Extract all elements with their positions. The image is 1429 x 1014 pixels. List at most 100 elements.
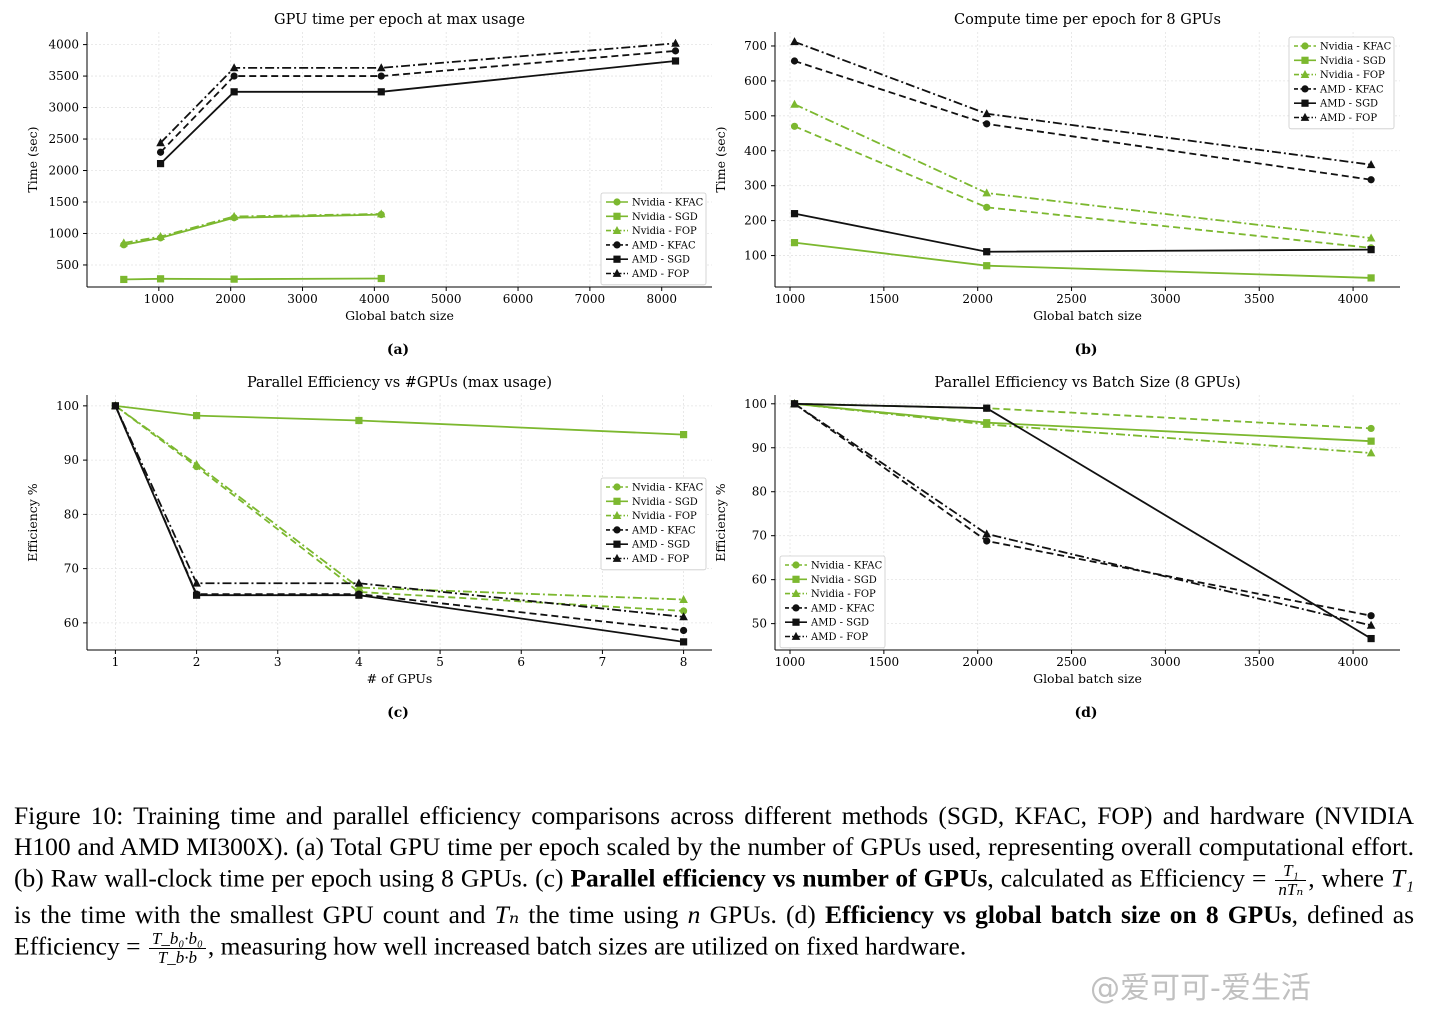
data-point — [230, 275, 238, 283]
data-point — [790, 99, 799, 108]
caption-bold-2: Efficiency vs global batch size on 8 GPU… — [824, 900, 1292, 929]
legend-label: AMD - SGD — [810, 618, 869, 629]
y-tick-label: 1500 — [48, 195, 79, 209]
data-point — [982, 419, 992, 428]
figure-caption: Figure 10: Training time and parallel ef… — [14, 800, 1414, 967]
formula-2-denominator: T_b·b — [157, 948, 197, 967]
data-point — [1367, 274, 1375, 282]
data-point — [790, 210, 799, 218]
legend-marker — [613, 540, 621, 548]
x-tick-label: 1 — [112, 655, 120, 669]
legend-label: Nvidia - KFAC — [1320, 42, 1392, 53]
legend-label: AMD - SGD — [631, 540, 690, 551]
legend-label: AMD - KFAC — [810, 603, 875, 614]
series-line — [794, 402, 1372, 430]
data-point — [377, 88, 385, 96]
y-tick-label: 500 — [56, 258, 79, 272]
chart-title: GPU time per epoch at max usage — [274, 12, 525, 28]
formula-2-numerator: T_b₀·b₀ — [148, 930, 206, 949]
legend-marker — [613, 241, 621, 249]
series-line — [794, 402, 1372, 454]
y-tick-label: 50 — [752, 617, 767, 631]
caption-text-8: , measuring how well increased batch siz… — [207, 931, 967, 961]
data-point — [679, 612, 688, 621]
y-axis-label: Efficiency % — [25, 483, 40, 561]
series-line — [115, 404, 684, 436]
data-point — [1367, 424, 1375, 433]
y-tick-label: 2000 — [48, 164, 79, 178]
data-point — [229, 211, 239, 220]
x-tick-label: 4000 — [359, 292, 390, 306]
caption-text-7: , defined as Efficiency = — [14, 900, 1415, 961]
legend-marker — [613, 483, 621, 491]
y-tick-label: 600 — [744, 74, 767, 88]
y-tick-label: 300 — [744, 179, 767, 193]
caption-bold-1: Parallel efficiency vs number of GPUs — [570, 863, 988, 893]
data-point — [983, 120, 991, 128]
y-tick-label: 200 — [744, 214, 767, 228]
x-tick-label: 1500 — [869, 655, 900, 669]
series-line — [114, 405, 684, 643]
legend-marker — [792, 618, 800, 626]
series-line — [159, 49, 676, 153]
series-line — [794, 103, 1372, 239]
efficiency-formula-2: T_b₀·b₀ T_b·b — [148, 930, 206, 967]
figure-charts: 1000 2000 3000 4000 5000 6000 7000 800050010001… — [25, 12, 1400, 721]
y-tick-label: 70 — [64, 562, 79, 576]
x-tick-label: 1000 — [775, 292, 806, 306]
data-point — [156, 275, 165, 283]
x-tick-label: 2000 — [215, 292, 246, 306]
data-point — [229, 63, 239, 72]
legend-marker — [612, 226, 622, 234]
subfigure-label: (d) — [1074, 705, 1097, 721]
x-tick-label: 6 — [517, 655, 525, 669]
legend-marker — [612, 511, 622, 519]
legend-label: AMD - FOP — [631, 269, 689, 280]
legend-marker — [613, 212, 621, 220]
chart-title: Parallel Efficiency vs #GPUs (max usage) — [247, 375, 552, 391]
data-point — [1366, 160, 1376, 169]
chart-a: 1000 2000 3000 4000 5000 6000 7000 8000 500 1000 1… — [25, 12, 712, 358]
legend-label: Nvidia - FOP — [632, 226, 697, 237]
data-point — [983, 537, 991, 545]
series-line — [794, 402, 1372, 443]
series-line — [159, 60, 676, 165]
x-tick-label: 2000 — [962, 292, 993, 306]
caption-text-5: the time using — [519, 900, 688, 929]
data-point — [671, 57, 680, 65]
y-tick-label: 4000 — [48, 38, 79, 52]
data-point — [376, 63, 386, 72]
legend-label: AMD - FOP — [810, 632, 868, 643]
y-tick-label: 500 — [744, 109, 767, 123]
data-point — [983, 248, 991, 256]
series-line — [114, 405, 684, 612]
x-tick-label: 1500 — [869, 292, 900, 306]
data-point — [192, 591, 201, 599]
x-tick-label: 1000 — [144, 292, 175, 306]
data-point — [1367, 246, 1375, 254]
data-point — [1367, 634, 1375, 643]
caption-math-t1: T₁ — [1390, 863, 1415, 893]
legend-marker — [792, 604, 800, 612]
data-point — [354, 583, 364, 592]
legend-marker — [613, 198, 621, 206]
legend-label: AMD - KFAC — [631, 525, 696, 536]
data-point — [192, 459, 201, 468]
x-tick-label: 4 — [355, 655, 363, 669]
series-line — [159, 42, 676, 144]
x-tick-label: 2000 — [962, 655, 993, 669]
series-line — [123, 213, 382, 246]
x-tick-label: 2 — [193, 655, 201, 669]
legend-marker — [1300, 112, 1310, 121]
data-point — [983, 262, 991, 270]
data-point — [230, 72, 238, 80]
y-tick-label: 60 — [64, 616, 79, 630]
legend-label: Nvidia - KFAC — [811, 561, 883, 572]
data-point — [671, 38, 680, 47]
y-tick-label: 100 — [744, 397, 767, 411]
y-axis-label: Time (sec) — [25, 126, 40, 192]
legend-marker — [613, 497, 621, 505]
x-axis-label: # of GPUs — [367, 671, 433, 686]
caption-text-1: Figure 10: Training time and parallel ef… — [14, 801, 1414, 893]
data-point — [156, 138, 165, 147]
